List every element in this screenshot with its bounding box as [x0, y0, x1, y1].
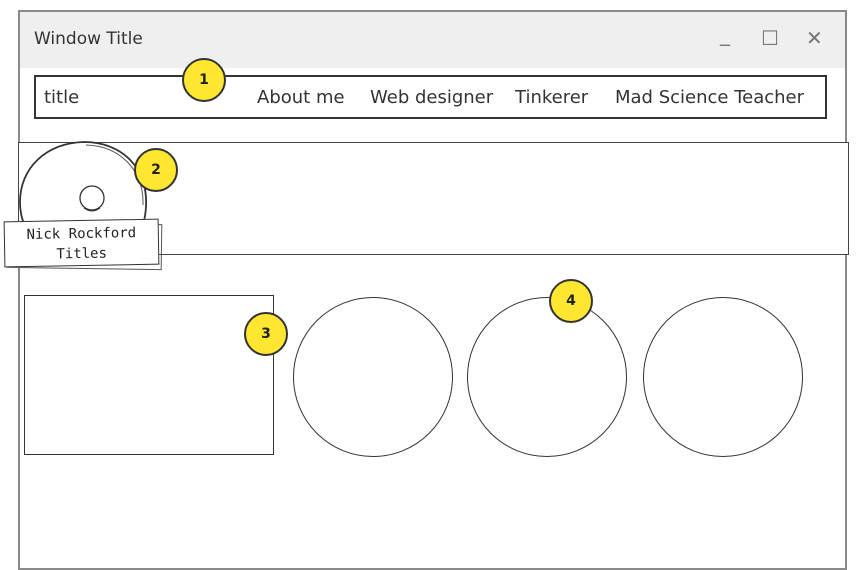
- annotation-badge-4: 4: [549, 279, 593, 323]
- title-bar: Window Title _ ☐ ✕: [20, 12, 845, 68]
- nav-link-web-designer[interactable]: Web designer: [370, 87, 494, 108]
- browser-window: Window Title _ ☐ ✕ title About me Web de…: [18, 10, 849, 570]
- maximize-icon[interactable]: ☐: [761, 26, 779, 50]
- nav-link-mad-science-teacher[interactable]: Mad Science Teacher: [615, 87, 805, 108]
- circle-card-3[interactable]: [643, 297, 803, 457]
- nav-bar: title About me Web designer Tinkerer Mad…: [34, 75, 827, 119]
- annotation-badge-3: 3: [244, 312, 288, 356]
- circle-card-1[interactable]: [293, 297, 453, 457]
- window-title: Window Title: [34, 29, 143, 49]
- content-card[interactable]: [24, 295, 274, 455]
- profile-titles: Titles: [56, 245, 108, 263]
- nav-site-title[interactable]: title: [44, 87, 80, 108]
- annotation-badge-2: 2: [134, 148, 178, 192]
- circle-card-2[interactable]: [467, 297, 627, 457]
- nav-link-tinkerer[interactable]: Tinkerer: [515, 87, 589, 108]
- nav-link-about-me[interactable]: About me: [257, 87, 345, 108]
- profile-nameplate: Nick Rockford Titles: [3, 218, 160, 268]
- annotation-badge-1: 1: [182, 58, 226, 102]
- minimize-icon[interactable]: _: [720, 22, 730, 46]
- profile-name: Nick Rockford: [26, 225, 137, 243]
- close-icon[interactable]: ✕: [806, 26, 823, 50]
